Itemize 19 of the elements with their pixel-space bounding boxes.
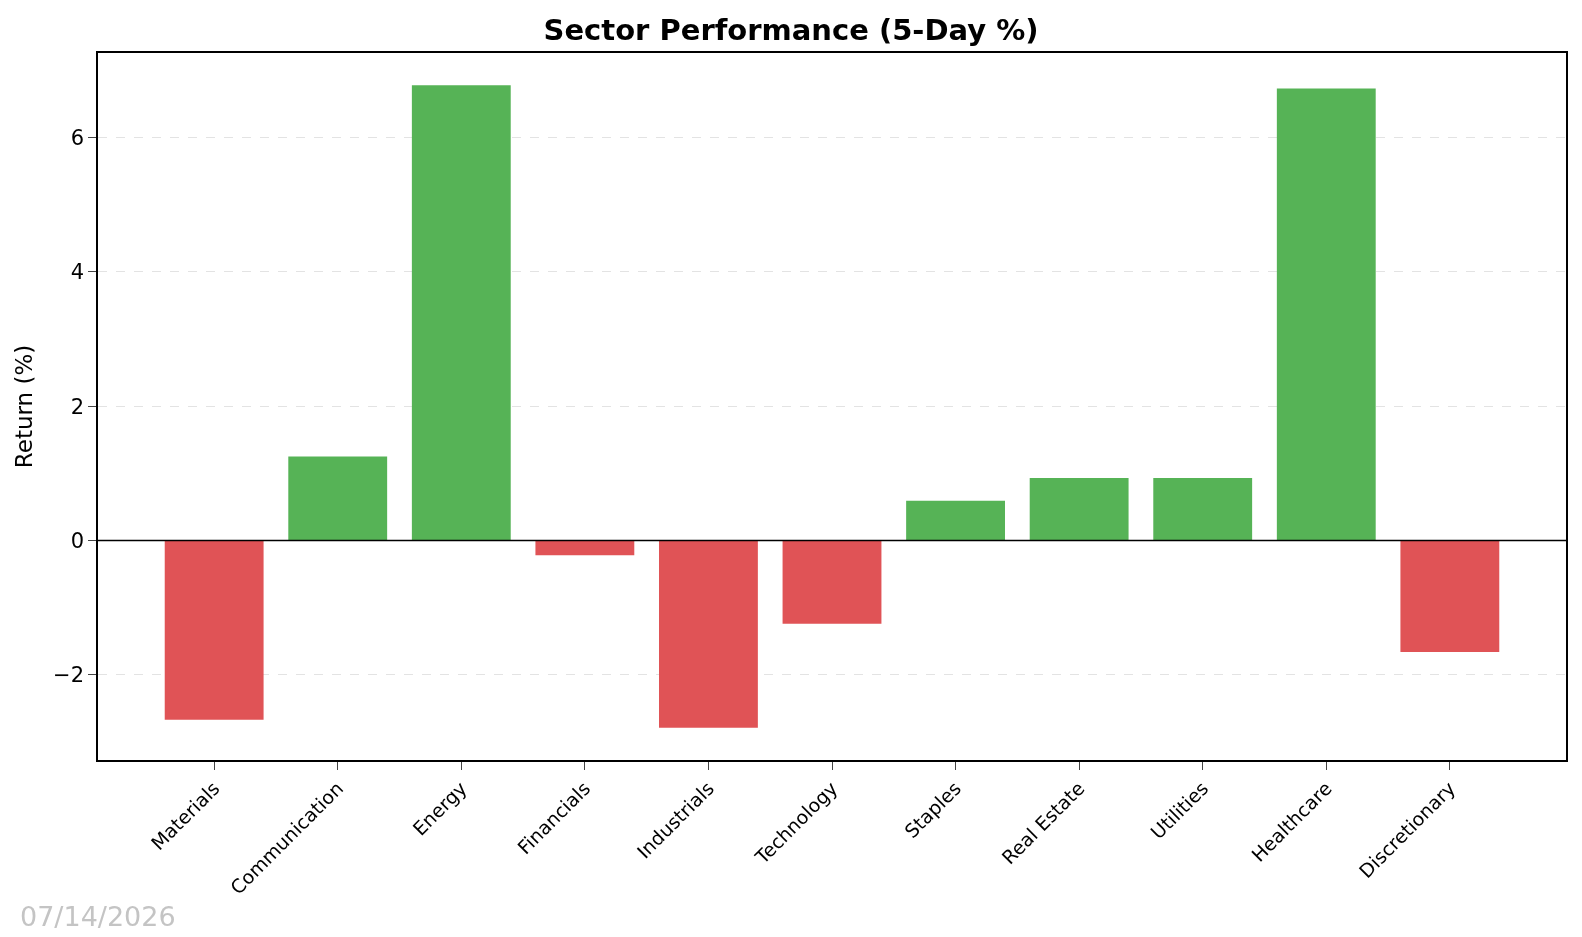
bar — [535, 540, 635, 556]
bar — [659, 540, 758, 728]
bar — [1400, 540, 1500, 652]
bar — [411, 85, 511, 541]
bar — [1276, 88, 1376, 541]
y-tick-label: 4 — [70, 260, 85, 285]
bar — [1029, 478, 1129, 541]
y-tick-label: 6 — [70, 125, 85, 150]
bar — [164, 540, 264, 720]
bar — [1153, 478, 1253, 541]
y-tick-label: 2 — [70, 394, 85, 419]
bar — [906, 500, 1005, 541]
y-axis-title: Return (%) — [11, 344, 38, 469]
bar — [288, 456, 388, 541]
text: 07/14/2026 — [20, 901, 176, 932]
y-tick-label: −2 — [53, 663, 85, 688]
y-tick-label: 0 — [70, 528, 85, 553]
bar — [782, 540, 882, 624]
chart-title: Sector Performance (5-Day %) — [543, 13, 1039, 48]
